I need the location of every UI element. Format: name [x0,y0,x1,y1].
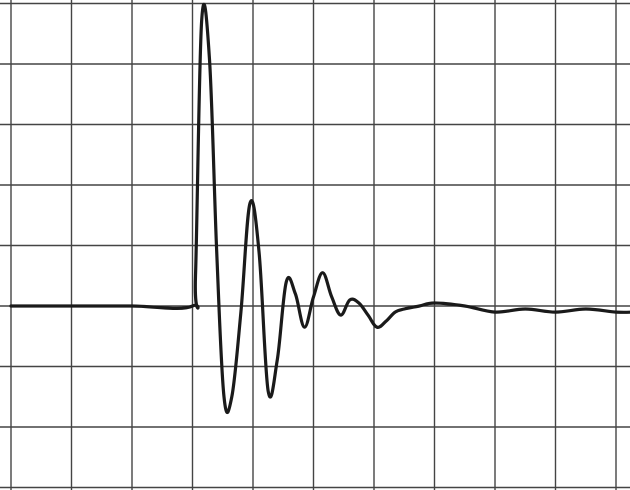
series-line [9,2,630,414]
